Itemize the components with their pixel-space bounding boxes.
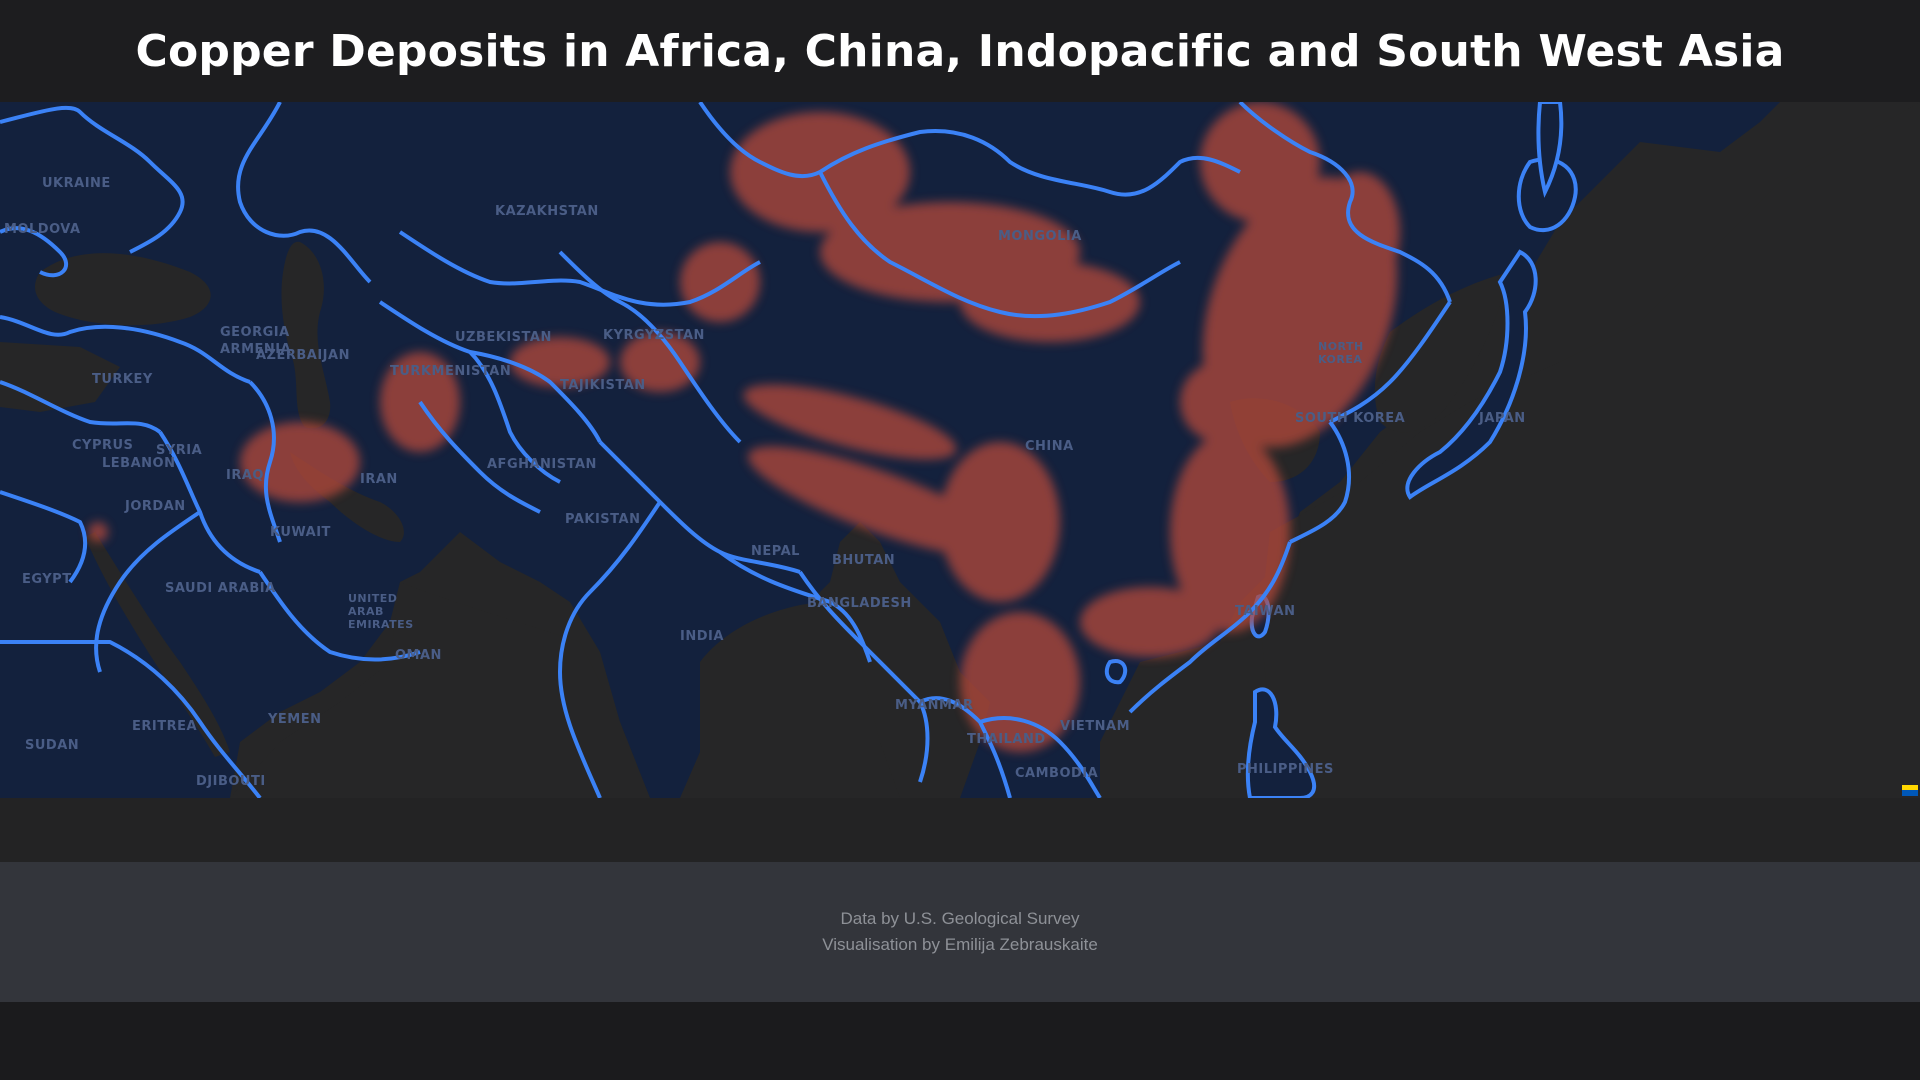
label-taiwan: TAIWAN	[1235, 604, 1296, 619]
label-cyprus: CYPRUS	[72, 438, 134, 453]
label-armenia: ARMENIA	[220, 342, 292, 357]
label-jordan: JORDAN	[125, 499, 186, 514]
pacific-ocean	[1260, 102, 1920, 798]
sea-of-japan	[1374, 272, 1510, 433]
label-mongolia: MONGOLIA	[998, 229, 1082, 244]
label-kazakhstan: KAZAKHSTAN	[495, 204, 599, 219]
label-saudi-arabia: SAUDI ARABIA	[165, 581, 276, 596]
footer-source: Data by U.S. Geological Survey	[840, 909, 1080, 928]
bay-of-bengal	[700, 602, 900, 798]
landmass-hainan	[1104, 659, 1128, 685]
label-uzbekistan: UZBEKISTAN	[455, 330, 552, 345]
map-canvas[interactable]	[0, 102, 1920, 798]
caspian-sea	[281, 241, 331, 429]
footer-credit: Visualisation by Emilija Zebrauskaite	[822, 935, 1098, 954]
label-south-korea: SOUTH KOREA	[1295, 411, 1406, 426]
spacer-band	[0, 798, 1920, 862]
label-oman: OMAN	[395, 648, 442, 663]
page-bottom	[0, 1002, 1920, 1080]
label-syria: SYRIA	[156, 443, 203, 458]
label-uae: UNITED ARAB EMIRATES	[348, 592, 414, 631]
label-india: INDIA	[680, 629, 724, 644]
footer: Data by U.S. Geological Survey Visualisa…	[0, 862, 1920, 1002]
label-egypt: EGYPT	[22, 572, 72, 587]
label-sudan: SUDAN	[25, 738, 80, 753]
label-turkey: TURKEY	[92, 372, 153, 387]
label-kyrgyzstan: KYRGYZSTAN	[603, 328, 705, 343]
label-iran: IRAN	[360, 472, 398, 487]
label-kuwait: KUWAIT	[270, 525, 331, 540]
label-philippines: PHILIPPINES	[1237, 762, 1334, 777]
label-azerbaijan: AZERBAIJAN	[256, 348, 350, 363]
landmass-sakhalin	[1536, 102, 1564, 198]
label-vietnam: VIETNAM	[1060, 719, 1131, 734]
landmass-japan	[1405, 249, 1538, 500]
arabian-sea	[230, 582, 650, 798]
copper-deposit-layer	[88, 102, 1400, 752]
label-tajikistan: TAJIKISTAN	[560, 378, 646, 393]
label-myanmar: MYANMAR	[895, 698, 974, 713]
label-yemen: YEMEN	[268, 712, 322, 727]
country-borders	[0, 102, 1452, 798]
landmass-philippines	[1245, 687, 1317, 798]
label-north-korea: NORTH KOREA	[1318, 340, 1364, 366]
attribution-flag-icon[interactable]	[1902, 785, 1918, 796]
label-afghanistan: AFGHANISTAN	[487, 457, 597, 472]
label-iraq: IRAQ	[226, 468, 264, 483]
label-moldova: MOLDOVA	[4, 222, 81, 237]
black-sea	[35, 253, 211, 326]
label-eritrea: ERITREA	[132, 719, 198, 734]
label-turkmenistan: TURKMENISTAN	[390, 364, 512, 379]
label-japan: JAPAN	[1479, 411, 1526, 426]
label-ukraine: UKRAINE	[42, 176, 111, 191]
label-bhutan: BHUTAN	[832, 553, 896, 568]
label-bangladesh: BANGLADESH	[807, 596, 912, 611]
label-china: CHINA	[1025, 439, 1074, 454]
label-nepal: NEPAL	[751, 544, 800, 559]
page-title: Copper Deposits in Africa, China, Indopa…	[135, 25, 1785, 77]
landmass-hokkaido	[1516, 157, 1578, 233]
label-thailand: THAILAND	[967, 732, 1046, 747]
label-cambodia: CAMBODIA	[1015, 766, 1099, 781]
label-lebanon: LEBANON	[102, 456, 176, 471]
map-view[interactable]: UKRAINE MOLDOVA KAZAKHSTAN MONGOLIA UZBE…	[0, 102, 1920, 798]
label-georgia: GEORGIA	[220, 325, 290, 340]
label-pakistan: PAKISTAN	[565, 512, 641, 527]
red-sea	[85, 532, 230, 757]
label-djibouti: DJIBOUTI	[196, 774, 266, 789]
page-header: Copper Deposits in Africa, China, Indopa…	[0, 0, 1920, 103]
